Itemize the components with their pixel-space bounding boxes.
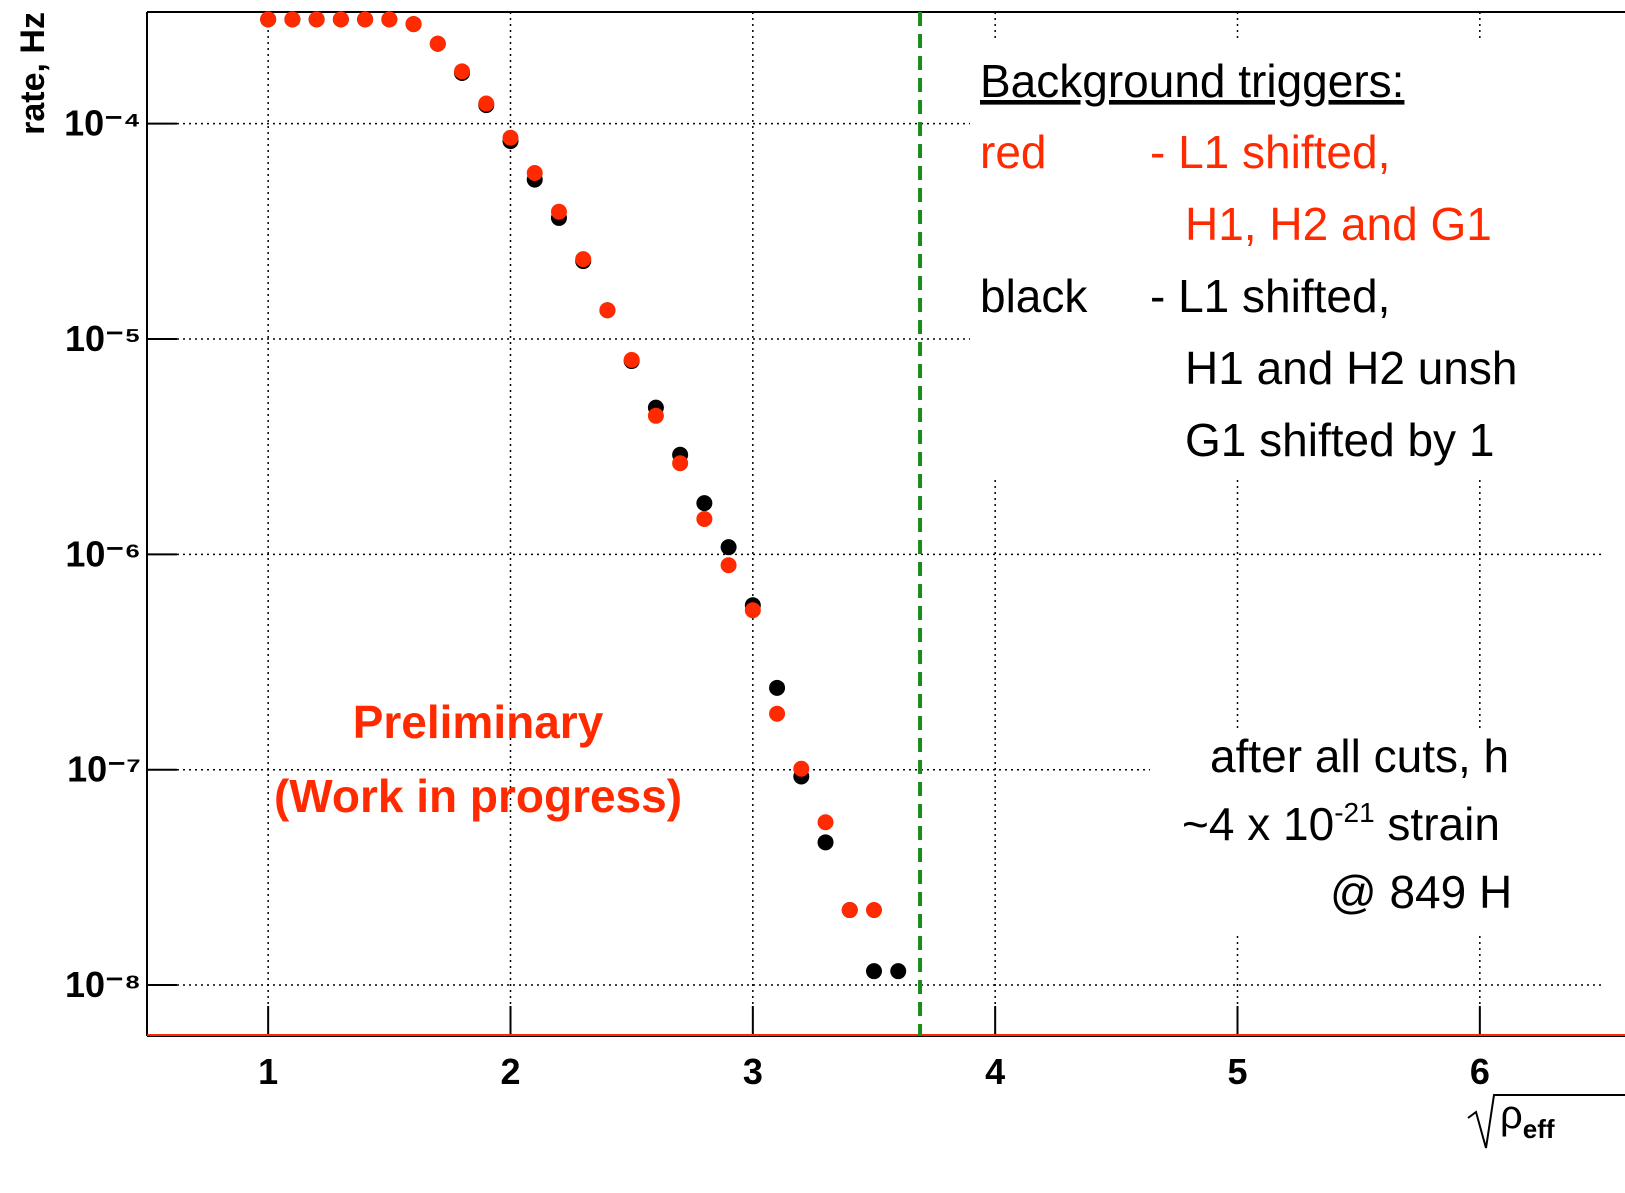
point (308, 11, 325, 28)
x-tick-label: 3 (743, 1051, 763, 1092)
x-tick-label: 1 (258, 1051, 278, 1092)
x-tick-label: 2 (500, 1051, 520, 1092)
point (260, 11, 277, 28)
point (720, 557, 737, 574)
point (357, 11, 374, 28)
point (866, 902, 882, 919)
y-tick-label: 10⁻⁵ (65, 318, 141, 359)
x-axis-label: ρeff (1500, 1093, 1555, 1144)
x-label-sub: eff (1523, 1114, 1555, 1144)
legend-desc: H1 and H2 unsh (1185, 342, 1517, 394)
legend-desc: G1 shifted by 1 (1185, 414, 1494, 466)
point (817, 814, 834, 831)
y-tick-label: 10⁻⁶ (65, 533, 141, 574)
legend-desc: - L1 shifted, (1150, 126, 1390, 178)
legend-desc: H1, H2 and G1 (1185, 198, 1492, 250)
point (429, 35, 446, 52)
note-part: strain (1375, 798, 1500, 850)
point (841, 902, 858, 919)
point (381, 11, 398, 28)
point (744, 602, 761, 619)
point (599, 302, 616, 319)
y-tick-label: 10⁻⁸ (65, 964, 141, 1005)
point (647, 407, 664, 424)
y-tick-label: 10⁻⁴ (64, 103, 141, 144)
point (696, 495, 713, 512)
point (890, 963, 907, 980)
note: after all cuts, h (1210, 730, 1509, 782)
point (769, 705, 786, 722)
point (284, 11, 301, 28)
point (793, 760, 810, 777)
annotation: (Work in progress) (274, 770, 682, 822)
legend-name: red (980, 126, 1046, 178)
x-label-main: ρ (1500, 1093, 1523, 1137)
y-axis-label: rate, Hz (14, 12, 52, 135)
legend-title: Background triggers: (980, 55, 1404, 107)
point (575, 251, 592, 268)
frame: 1 2 3 4 5 6 10⁻⁴ 10⁻⁵ 10⁻⁶ 10⁻⁷ 10⁻⁸ (64, 11, 1625, 1092)
x-tick-label: 6 (1470, 1051, 1490, 1092)
marks (260, 11, 923, 1036)
legend-desc: - L1 shifted, (1150, 270, 1390, 322)
annotation: Preliminary (353, 696, 604, 748)
point (720, 539, 737, 556)
note: ~4 x 10-21 strain (1182, 797, 1500, 850)
point (769, 679, 786, 696)
x-tick-label: 5 (1227, 1051, 1247, 1092)
point (696, 510, 713, 527)
point (672, 455, 689, 472)
point (866, 963, 882, 980)
point (454, 63, 471, 80)
y-tick-label: 10⁻⁷ (67, 749, 141, 790)
note-part: ~4 x 10 (1182, 798, 1334, 850)
note-box (1150, 728, 1625, 933)
note: @ 849 H (1330, 866, 1512, 918)
sqrt-sign (1467, 1094, 1625, 1149)
x-tick-label: 4 (985, 1051, 1005, 1092)
note-sup: -21 (1334, 797, 1374, 828)
point (550, 203, 567, 220)
point (332, 11, 349, 28)
point (526, 165, 543, 182)
point (405, 16, 422, 33)
point (623, 351, 640, 368)
legend: red - L1 shifted, H1, H2 and G1 black - L1 s… (980, 126, 1517, 466)
point (502, 129, 519, 146)
point (817, 834, 834, 851)
legend-name: black (980, 270, 1088, 322)
point (478, 95, 495, 112)
legend-box (970, 40, 1625, 480)
